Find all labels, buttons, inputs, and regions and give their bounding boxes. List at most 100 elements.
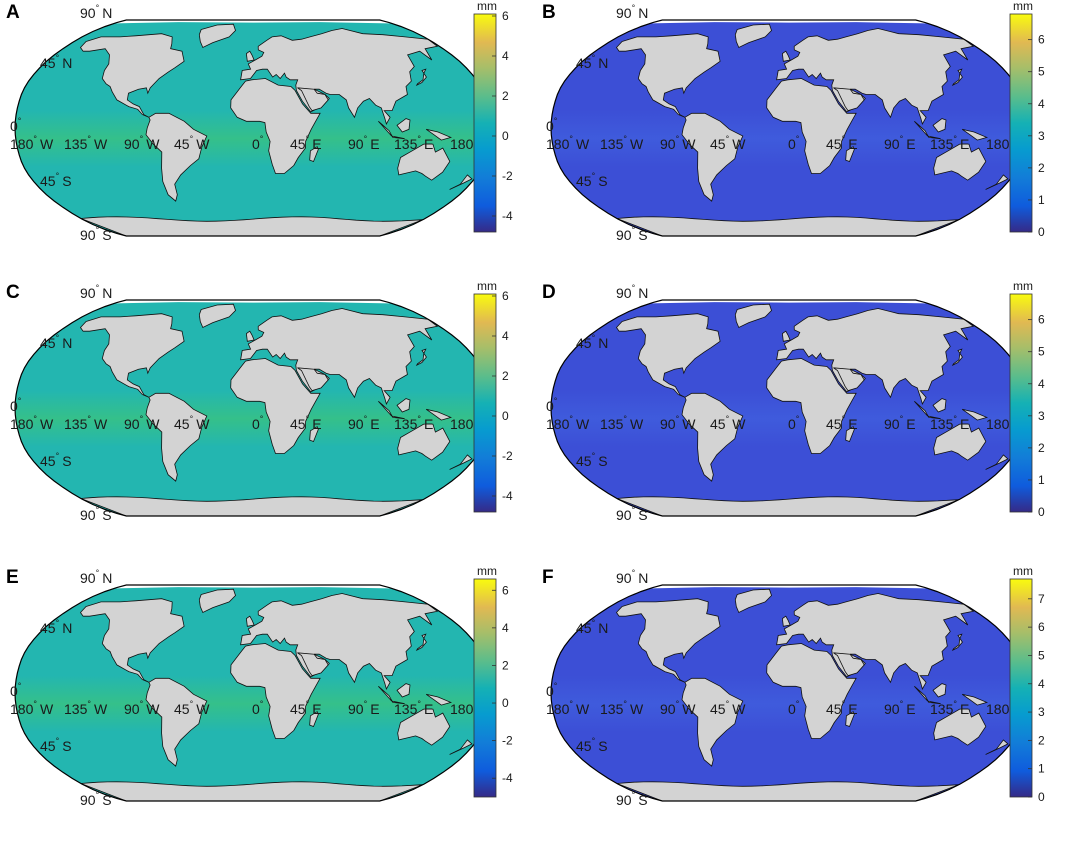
- colorbar-tick-label: 2: [502, 89, 509, 103]
- lon-label: 90° W: [124, 699, 160, 717]
- antarctica: [616, 781, 959, 801]
- landmass: [449, 739, 473, 755]
- lon-label: 90° W: [124, 134, 160, 152]
- colorbar-tick-label: 2: [502, 658, 509, 672]
- lon-label: 180°: [986, 699, 1013, 717]
- lon-label: 135° E: [930, 699, 969, 717]
- landmass: [734, 588, 772, 614]
- panel-letter: A: [6, 2, 20, 23]
- landmass: [681, 112, 744, 202]
- colorbar-tick-label: 2: [1038, 441, 1045, 455]
- lat-label: 90° S: [80, 505, 112, 523]
- colorbar: [473, 578, 497, 798]
- lon-label: 90° E: [348, 699, 380, 717]
- land-layer: [615, 300, 1009, 516]
- landmass: [309, 711, 319, 728]
- lon-label: 180° W: [546, 699, 590, 717]
- landmass: [378, 120, 405, 140]
- lat-label: 45° N: [40, 53, 72, 71]
- colorbar-tick-label: 4: [502, 621, 509, 635]
- colorbar-tick-label: 3: [1038, 129, 1045, 143]
- colorbar-tick-label: 2: [1038, 161, 1045, 175]
- panel-letter: C: [6, 282, 20, 303]
- lon-label: 45° W: [710, 134, 746, 152]
- landmass: [845, 146, 855, 163]
- lon-label: 180° W: [10, 134, 54, 152]
- landmass: [449, 174, 473, 190]
- landmass: [766, 358, 857, 454]
- colorbar-tick-label: -4: [502, 209, 513, 223]
- landmass: [240, 28, 439, 126]
- lat-label: 45° S: [40, 451, 72, 469]
- colorbar-unit: mm: [477, 280, 497, 293]
- colorbar-tick-label: 1: [1038, 193, 1045, 207]
- lat-label: 45° N: [40, 333, 72, 351]
- panel-letter: D: [542, 282, 556, 303]
- colorbar-tick-label: 6: [1038, 313, 1045, 327]
- colorbar-tick-label: 4: [502, 49, 509, 63]
- colorbar-tick-label: 3: [1038, 705, 1045, 719]
- panel-letter: E: [6, 567, 19, 588]
- sea-ice: [650, 585, 928, 589]
- colorbar-tick-label: -4: [502, 489, 513, 503]
- landmass: [932, 398, 947, 413]
- sea-ice: [114, 585, 392, 589]
- lat-label: 0°: [10, 116, 22, 134]
- colorbar-tick-label: 0: [1038, 505, 1045, 519]
- landmass: [914, 120, 941, 140]
- map-panel-e: 90° N 45° N 0° 45° S 90° S 180° W 135° W 90° W 45° W 0° 45…: [0, 565, 536, 847]
- landmass: [933, 143, 987, 181]
- colorbar: [1009, 293, 1033, 513]
- colorbar-tick-label: 0: [502, 409, 509, 423]
- landmass: [776, 28, 975, 126]
- lon-label: 135° E: [394, 414, 433, 432]
- lat-label: 0°: [10, 681, 22, 699]
- landmass: [933, 423, 987, 461]
- lon-label: 135° W: [600, 699, 644, 717]
- colorbar-tick-label: 5: [1038, 345, 1045, 359]
- colorbar: [473, 13, 497, 233]
- landmass: [230, 643, 321, 739]
- landmass: [297, 652, 329, 677]
- land-layer: [79, 20, 473, 236]
- colorbar-tick-label: 3: [1038, 409, 1045, 423]
- lon-label: 180°: [986, 134, 1013, 152]
- lon-label: 135° E: [394, 134, 433, 152]
- lon-label: 180°: [986, 414, 1013, 432]
- map-panel-b: 90° N 45° N 0° 45° S 90° S 180° W 135° W 90° W 45° W 0° 45…: [536, 0, 1072, 282]
- lat-label: 90° N: [80, 568, 112, 586]
- lon-label: 90° E: [348, 134, 380, 152]
- landmass: [961, 408, 989, 421]
- landmass: [145, 392, 208, 482]
- landmass: [932, 683, 947, 698]
- landmass: [79, 598, 185, 683]
- landmass: [230, 358, 321, 454]
- landmass: [240, 308, 439, 406]
- lat-label: 45° N: [40, 618, 72, 636]
- colorbar-tick-label: 6: [1038, 620, 1045, 634]
- lat-label: 0°: [546, 116, 558, 134]
- colorbar: [1009, 13, 1033, 233]
- colorbar: [1009, 578, 1033, 798]
- landmass: [734, 303, 772, 329]
- landmass: [845, 711, 855, 728]
- colorbar-unit: mm: [477, 0, 497, 13]
- landmass: [378, 685, 405, 705]
- lat-label: 90° N: [616, 568, 648, 586]
- colorbar-tick-label: 0: [502, 696, 509, 710]
- ocean-field: [15, 20, 491, 236]
- landmass: [297, 87, 329, 112]
- land-layer: [79, 300, 473, 516]
- landmass: [396, 398, 411, 413]
- lon-label: 45° W: [174, 699, 210, 717]
- lat-label: 45° S: [576, 171, 608, 189]
- colorbar-tick-label: 6: [502, 289, 509, 303]
- sea-ice: [114, 20, 392, 24]
- colorbar-unit: mm: [1013, 0, 1033, 13]
- colorbar-tick-label: 6: [1038, 33, 1045, 47]
- lat-label: 45° S: [576, 736, 608, 754]
- ocean-field: [15, 585, 491, 801]
- landmass: [914, 685, 941, 705]
- lat-label: 90° S: [616, 505, 648, 523]
